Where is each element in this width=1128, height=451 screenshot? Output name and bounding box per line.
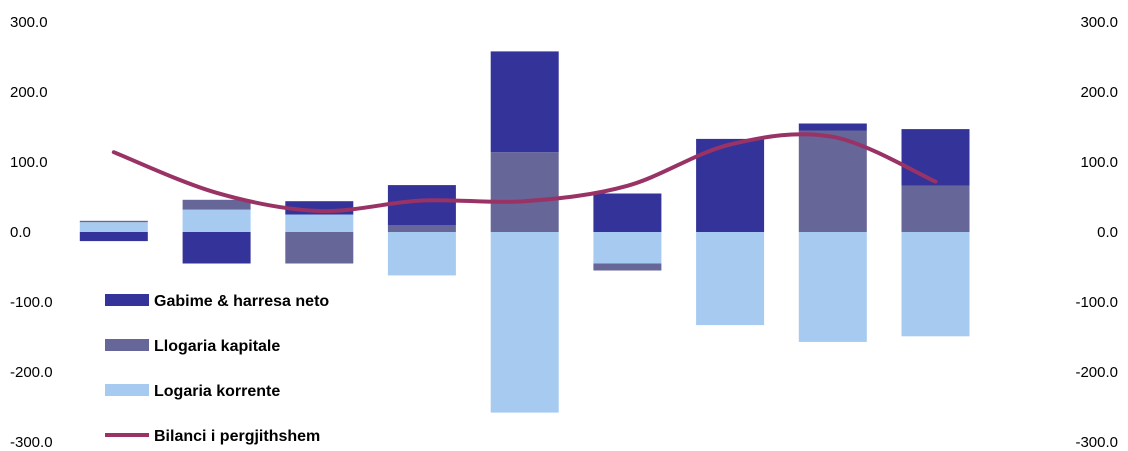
y-tick-label-left: 300.0 bbox=[10, 14, 48, 31]
y-tick-label-right: 300.0 bbox=[1080, 14, 1118, 31]
bar-llogaria-kapitale bbox=[79, 220, 148, 223]
line-bilanci-i-pergjithshem bbox=[111, 132, 938, 214]
bar-logaria-korrente bbox=[696, 232, 765, 326]
y-tick-label-right: 0.0 bbox=[1097, 224, 1118, 241]
bar-gabime-harresa-neto bbox=[593, 193, 662, 232]
bar-logaria-korrente bbox=[490, 232, 559, 413]
lines bbox=[111, 132, 938, 214]
bar-logaria-korrente bbox=[798, 232, 867, 342]
bar-logaria-korrente bbox=[593, 232, 662, 264]
y-tick-label-left: -300.0 bbox=[10, 434, 53, 451]
legend-label: Logaria korrente bbox=[154, 383, 280, 400]
legend-swatch bbox=[105, 339, 149, 351]
y-tick-label-right: 200.0 bbox=[1080, 84, 1118, 101]
bar-gabime-harresa-neto bbox=[696, 138, 765, 232]
bar-llogaria-kapitale bbox=[182, 199, 251, 210]
legend-label: Llogaria kapitale bbox=[154, 338, 280, 355]
bar-logaria-korrente bbox=[901, 232, 970, 337]
y-tick-label-left: 100.0 bbox=[10, 154, 48, 171]
bars bbox=[79, 51, 970, 413]
y-tick-label-right: -100.0 bbox=[1075, 294, 1118, 311]
y-tick-label-left: -200.0 bbox=[10, 364, 53, 381]
legend-line-swatch bbox=[105, 433, 149, 437]
legend-item: Logaria korrente bbox=[105, 383, 280, 400]
y-tick-label-right: -200.0 bbox=[1075, 364, 1118, 381]
bar-logaria-korrente bbox=[387, 232, 456, 276]
bar-llogaria-kapitale bbox=[593, 263, 662, 271]
bar-logaria-korrente bbox=[285, 214, 354, 232]
y-tick-label-left: 0.0 bbox=[10, 224, 31, 241]
legend-item: Bilanci i pergjithshem bbox=[105, 428, 320, 445]
y-tick-label-right: -300.0 bbox=[1075, 434, 1118, 451]
bar-llogaria-kapitale bbox=[901, 185, 970, 232]
y-tick-label-left: -100.0 bbox=[10, 294, 53, 311]
bar-gabime-harresa-neto bbox=[387, 185, 456, 225]
bar-llogaria-kapitale bbox=[798, 130, 867, 232]
bar-llogaria-kapitale bbox=[285, 232, 354, 264]
bar-gabime-harresa-neto bbox=[901, 129, 970, 186]
legend-label: Bilanci i pergjithshem bbox=[154, 428, 320, 445]
bar-gabime-harresa-neto bbox=[798, 123, 867, 131]
y-axis-right: 300.0 200.0 100.0 0.0 -100.0 -200.0 -300.0 bbox=[1075, 14, 1118, 451]
bar-gabime-harresa-neto bbox=[182, 232, 251, 264]
bar-llogaria-kapitale bbox=[490, 152, 559, 232]
legend: Gabime & harresa neto Llogaria kapitale Lo… bbox=[105, 293, 329, 445]
y-tick-label-left: 200.0 bbox=[10, 84, 48, 101]
legend-item: Gabime & harresa neto bbox=[105, 293, 329, 310]
bar-gabime-harresa-neto bbox=[79, 232, 148, 242]
y-axis-left: 300.0 200.0 100.0 0.0 -100.0 -200.0 -300.0 bbox=[10, 14, 53, 451]
legend-swatch bbox=[105, 384, 149, 396]
y-tick-label-right: 100.0 bbox=[1080, 154, 1118, 171]
bar-llogaria-kapitale bbox=[387, 225, 456, 232]
bar-gabime-harresa-neto bbox=[490, 51, 559, 153]
bar-logaria-korrente bbox=[182, 209, 251, 232]
legend-item: Llogaria kapitale bbox=[105, 338, 280, 355]
bar-logaria-korrente bbox=[79, 222, 148, 232]
legend-label: Gabime & harresa neto bbox=[154, 293, 329, 310]
legend-swatch bbox=[105, 294, 149, 306]
